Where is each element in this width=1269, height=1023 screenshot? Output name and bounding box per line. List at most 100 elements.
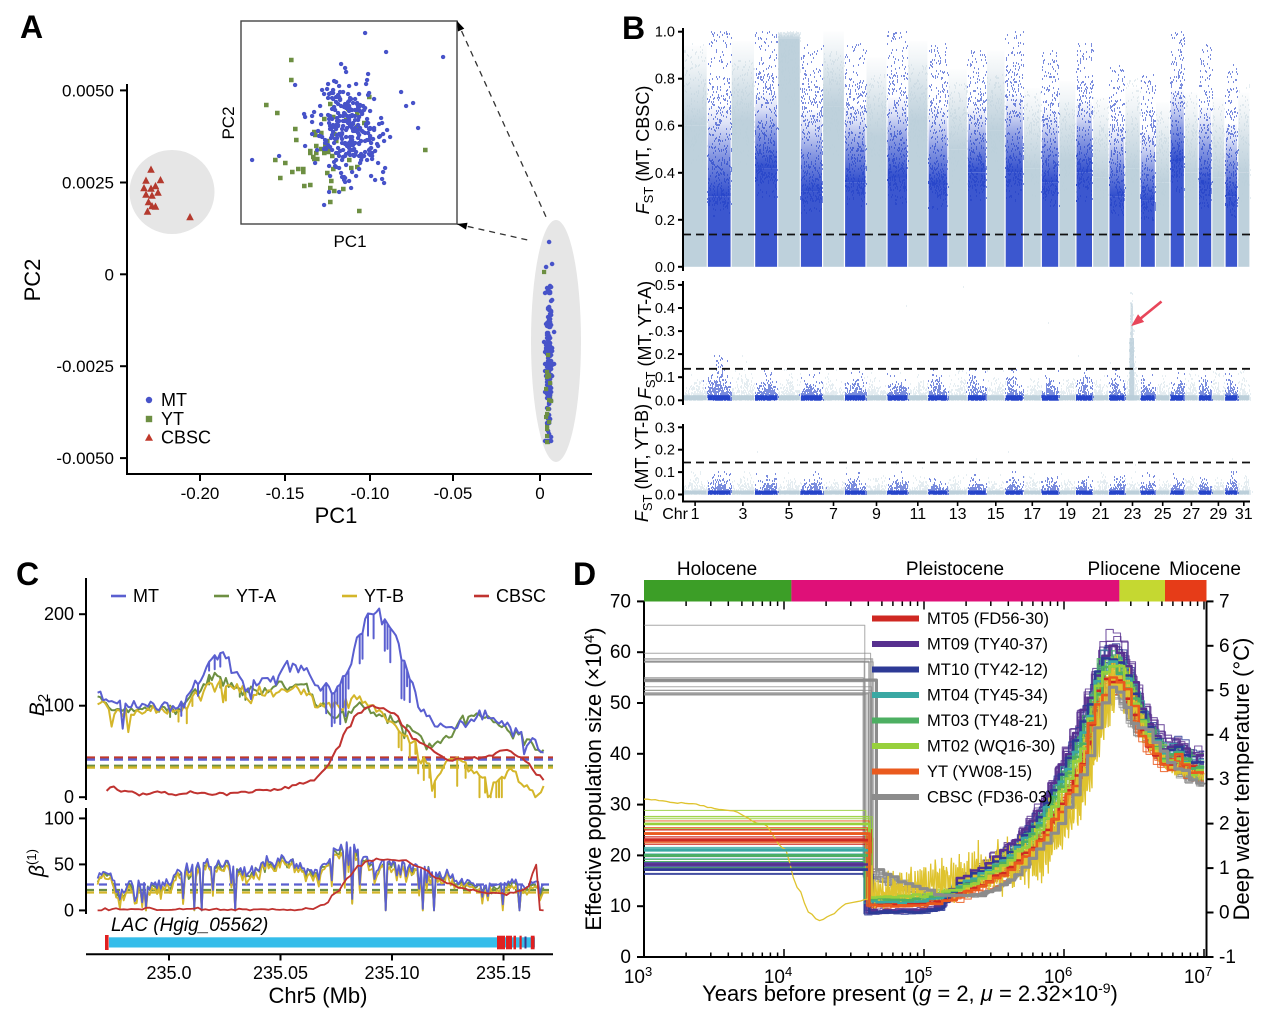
svg-text:15: 15 <box>987 506 1005 523</box>
svg-text:CBSC: CBSC <box>496 586 546 606</box>
svg-text:0.3: 0.3 <box>655 420 675 436</box>
svg-text:β(1): β(1) <box>24 849 49 878</box>
svg-text:2: 2 <box>1219 814 1230 835</box>
svg-text:100: 100 <box>44 696 74 716</box>
svg-text:29: 29 <box>1210 506 1228 523</box>
svg-text:-0.10: -0.10 <box>351 484 390 503</box>
svg-text:5: 5 <box>785 506 794 523</box>
svg-text:LAC (Hgig_05562): LAC (Hgig_05562) <box>111 915 268 936</box>
svg-text:20: 20 <box>610 845 631 866</box>
svg-text:YT-B: YT-B <box>364 586 404 606</box>
svg-text:21: 21 <box>1092 506 1110 523</box>
svg-text:7: 7 <box>829 506 838 523</box>
svg-text:-0.0025: -0.0025 <box>56 357 114 376</box>
svg-text:Pliocene: Pliocene <box>1088 559 1161 580</box>
svg-text:CBSC (FD36-03): CBSC (FD36-03) <box>927 789 1053 807</box>
svg-text:200: 200 <box>44 604 74 624</box>
svg-text:A: A <box>20 9 43 45</box>
svg-text:0: 0 <box>1219 903 1230 924</box>
svg-text:D: D <box>573 556 596 592</box>
svg-text:1: 1 <box>691 506 700 523</box>
svg-text:Pleistocene: Pleistocene <box>906 559 1004 580</box>
svg-text:CBSC: CBSC <box>161 428 211 448</box>
svg-text:MT05 (FD56-30): MT05 (FD56-30) <box>927 610 1049 628</box>
svg-text:YT (YW08-15): YT (YW08-15) <box>927 763 1032 781</box>
svg-text:Miocene: Miocene <box>1169 559 1241 580</box>
svg-text:31: 31 <box>1235 506 1253 523</box>
svg-text:0.0025: 0.0025 <box>62 174 114 193</box>
svg-text:B2: B2 <box>26 694 52 716</box>
svg-text:MT02 (WQ16-30): MT02 (WQ16-30) <box>927 738 1055 756</box>
svg-text:C: C <box>16 556 39 592</box>
svg-text:10: 10 <box>610 896 631 917</box>
svg-text:0.0: 0.0 <box>655 488 675 504</box>
svg-text:MT03 (TY48-21): MT03 (TY48-21) <box>927 712 1048 730</box>
svg-text:30: 30 <box>610 795 631 816</box>
svg-text:50: 50 <box>610 693 631 714</box>
svg-text:Deep water temperature (°C): Deep water temperature (°C) <box>1229 638 1254 921</box>
svg-text:-1: -1 <box>1219 947 1236 968</box>
svg-text:YT-A: YT-A <box>236 586 276 606</box>
svg-text:FST (MT, YT-A): FST (MT, YT-A) <box>635 281 658 399</box>
svg-text:0: 0 <box>620 947 631 968</box>
svg-text:0.0: 0.0 <box>655 260 675 276</box>
svg-text:0.6: 0.6 <box>655 119 675 135</box>
svg-text:0.1: 0.1 <box>655 370 675 386</box>
svg-text:0.0: 0.0 <box>655 393 675 409</box>
svg-text:23: 23 <box>1124 506 1142 523</box>
svg-text:MT: MT <box>161 390 187 410</box>
svg-text:0: 0 <box>535 484 544 503</box>
svg-text:235.0: 235.0 <box>146 963 191 983</box>
svg-text:0.1: 0.1 <box>655 465 675 481</box>
svg-text:0: 0 <box>105 265 114 284</box>
svg-text:MT09 (TY40-37): MT09 (TY40-37) <box>927 636 1048 654</box>
svg-text:Holocene: Holocene <box>677 559 757 580</box>
svg-text:Chr5 (Mb): Chr5 (Mb) <box>268 983 367 1008</box>
svg-text:0: 0 <box>64 900 74 920</box>
svg-text:235.10: 235.10 <box>364 963 419 983</box>
svg-text:4: 4 <box>1219 725 1230 746</box>
svg-text:3: 3 <box>738 506 747 523</box>
svg-text:50: 50 <box>54 854 74 874</box>
svg-text:0.2: 0.2 <box>655 443 675 459</box>
svg-text:PC2: PC2 <box>219 106 238 139</box>
svg-text:0.0050: 0.0050 <box>62 81 114 100</box>
svg-text:Years before present (g = 2, μ: Years before present (g = 2, μ = 2.32×10… <box>702 980 1118 1006</box>
svg-text:70: 70 <box>610 591 631 612</box>
svg-text:YT: YT <box>161 409 184 429</box>
svg-text:9: 9 <box>872 506 881 523</box>
svg-text:235.15: 235.15 <box>476 963 531 983</box>
svg-text:1: 1 <box>1219 858 1230 879</box>
svg-text:60: 60 <box>610 642 631 663</box>
svg-text:Chr: Chr <box>662 506 688 523</box>
svg-text:5: 5 <box>1219 680 1230 701</box>
svg-text:0: 0 <box>64 787 74 807</box>
svg-text:0.3: 0.3 <box>655 324 675 340</box>
svg-text:235.05: 235.05 <box>253 963 308 983</box>
svg-text:0.5: 0.5 <box>655 278 675 294</box>
svg-text:FST (MT, YT-B): FST (MT, YT-B) <box>632 404 655 522</box>
svg-text:40: 40 <box>610 744 631 765</box>
svg-text:-0.05: -0.05 <box>434 484 473 503</box>
svg-text:11: 11 <box>909 506 926 523</box>
svg-text:1.0: 1.0 <box>655 25 675 41</box>
svg-text:PC1: PC1 <box>315 503 358 528</box>
svg-text:27: 27 <box>1183 506 1201 523</box>
svg-text:MT10 (TY42-12): MT10 (TY42-12) <box>927 661 1048 679</box>
svg-text:-0.0050: -0.0050 <box>56 449 114 468</box>
svg-text:PC2: PC2 <box>20 259 45 302</box>
svg-text:-0.15: -0.15 <box>266 484 305 503</box>
svg-text:0.2: 0.2 <box>655 347 675 363</box>
svg-text:B: B <box>622 10 645 46</box>
svg-text:106: 106 <box>1044 964 1072 988</box>
svg-text:PC1: PC1 <box>333 232 366 251</box>
svg-text:19: 19 <box>1058 506 1076 523</box>
svg-text:MT: MT <box>133 586 159 606</box>
svg-text:0.4: 0.4 <box>655 166 675 182</box>
svg-text:Effective population size (×10: Effective population size (×104) <box>581 627 606 930</box>
svg-text:100: 100 <box>44 808 74 828</box>
svg-text:0.4: 0.4 <box>655 301 675 317</box>
svg-text:13: 13 <box>949 506 967 523</box>
svg-text:7: 7 <box>1219 591 1230 612</box>
svg-text:FST (MT, CBSC): FST (MT, CBSC) <box>633 86 656 215</box>
